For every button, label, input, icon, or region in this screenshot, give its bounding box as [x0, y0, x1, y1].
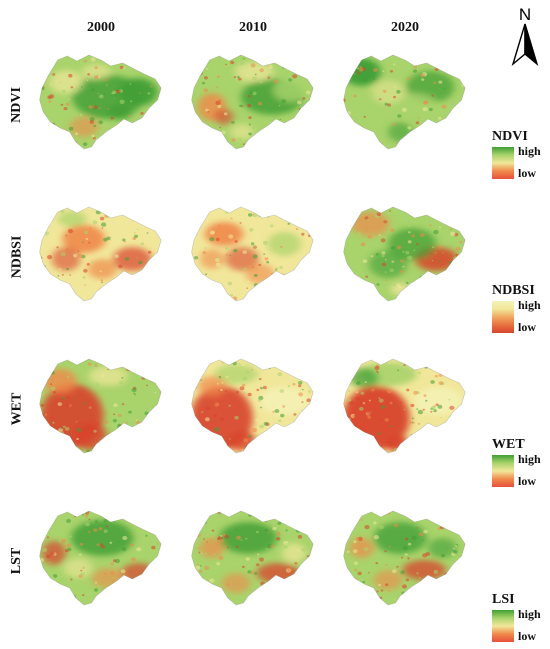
map-lst-2020	[340, 508, 470, 608]
legend-colorbar	[492, 147, 514, 179]
legend-high-label: high	[518, 452, 541, 466]
row-label-ndbsi: NDBSI	[9, 235, 25, 279]
map-lst-2010	[188, 508, 318, 608]
year-header-2010: 2010	[239, 20, 267, 35]
year-header-2020: 2020	[391, 20, 419, 35]
legend-title: WET	[492, 437, 525, 452]
map-ndvi-2000	[36, 52, 166, 152]
legend-colorbar	[492, 301, 514, 333]
map-ndvi-2010	[188, 52, 318, 152]
row-label-ndvi: NDVI	[9, 87, 24, 123]
legend-lst: LSI high low	[492, 592, 550, 643]
legend-high-label: high	[518, 298, 541, 312]
legend-high-label: high	[518, 144, 541, 158]
map-ndbsi-2020	[340, 204, 470, 304]
row-label-wet: WET	[9, 392, 24, 426]
map-ndbsi-2010	[188, 204, 318, 304]
map-ndvi-2020	[340, 52, 470, 152]
legend-ndvi: NDVI high low	[492, 129, 550, 180]
map-wet-2000	[36, 356, 166, 456]
map-lst-2000	[36, 508, 166, 608]
legend-low-label: low	[518, 320, 536, 334]
legend-colorbar	[492, 455, 514, 487]
map-wet-2010	[188, 356, 318, 456]
legend-low-label: low	[518, 474, 536, 488]
legend-title: NDBSI	[492, 283, 535, 298]
legend-low-label: low	[518, 629, 536, 643]
legend-ndbsi: NDBSI high low	[492, 283, 550, 334]
legend-title: NDVI	[492, 129, 528, 144]
legend-high-label: high	[518, 607, 541, 621]
legend-title: LSI	[492, 592, 515, 607]
legend-low-label: low	[518, 166, 536, 180]
legend-colorbar	[492, 610, 514, 642]
map-ndbsi-2000	[36, 204, 166, 304]
year-header-2000: 2000	[87, 20, 115, 35]
north-label: N	[519, 5, 531, 24]
row-label-lst: LST	[9, 547, 24, 575]
map-wet-2020	[340, 356, 470, 456]
north-arrow-icon: N	[511, 5, 539, 67]
legend-wet: WET high low	[492, 437, 550, 488]
